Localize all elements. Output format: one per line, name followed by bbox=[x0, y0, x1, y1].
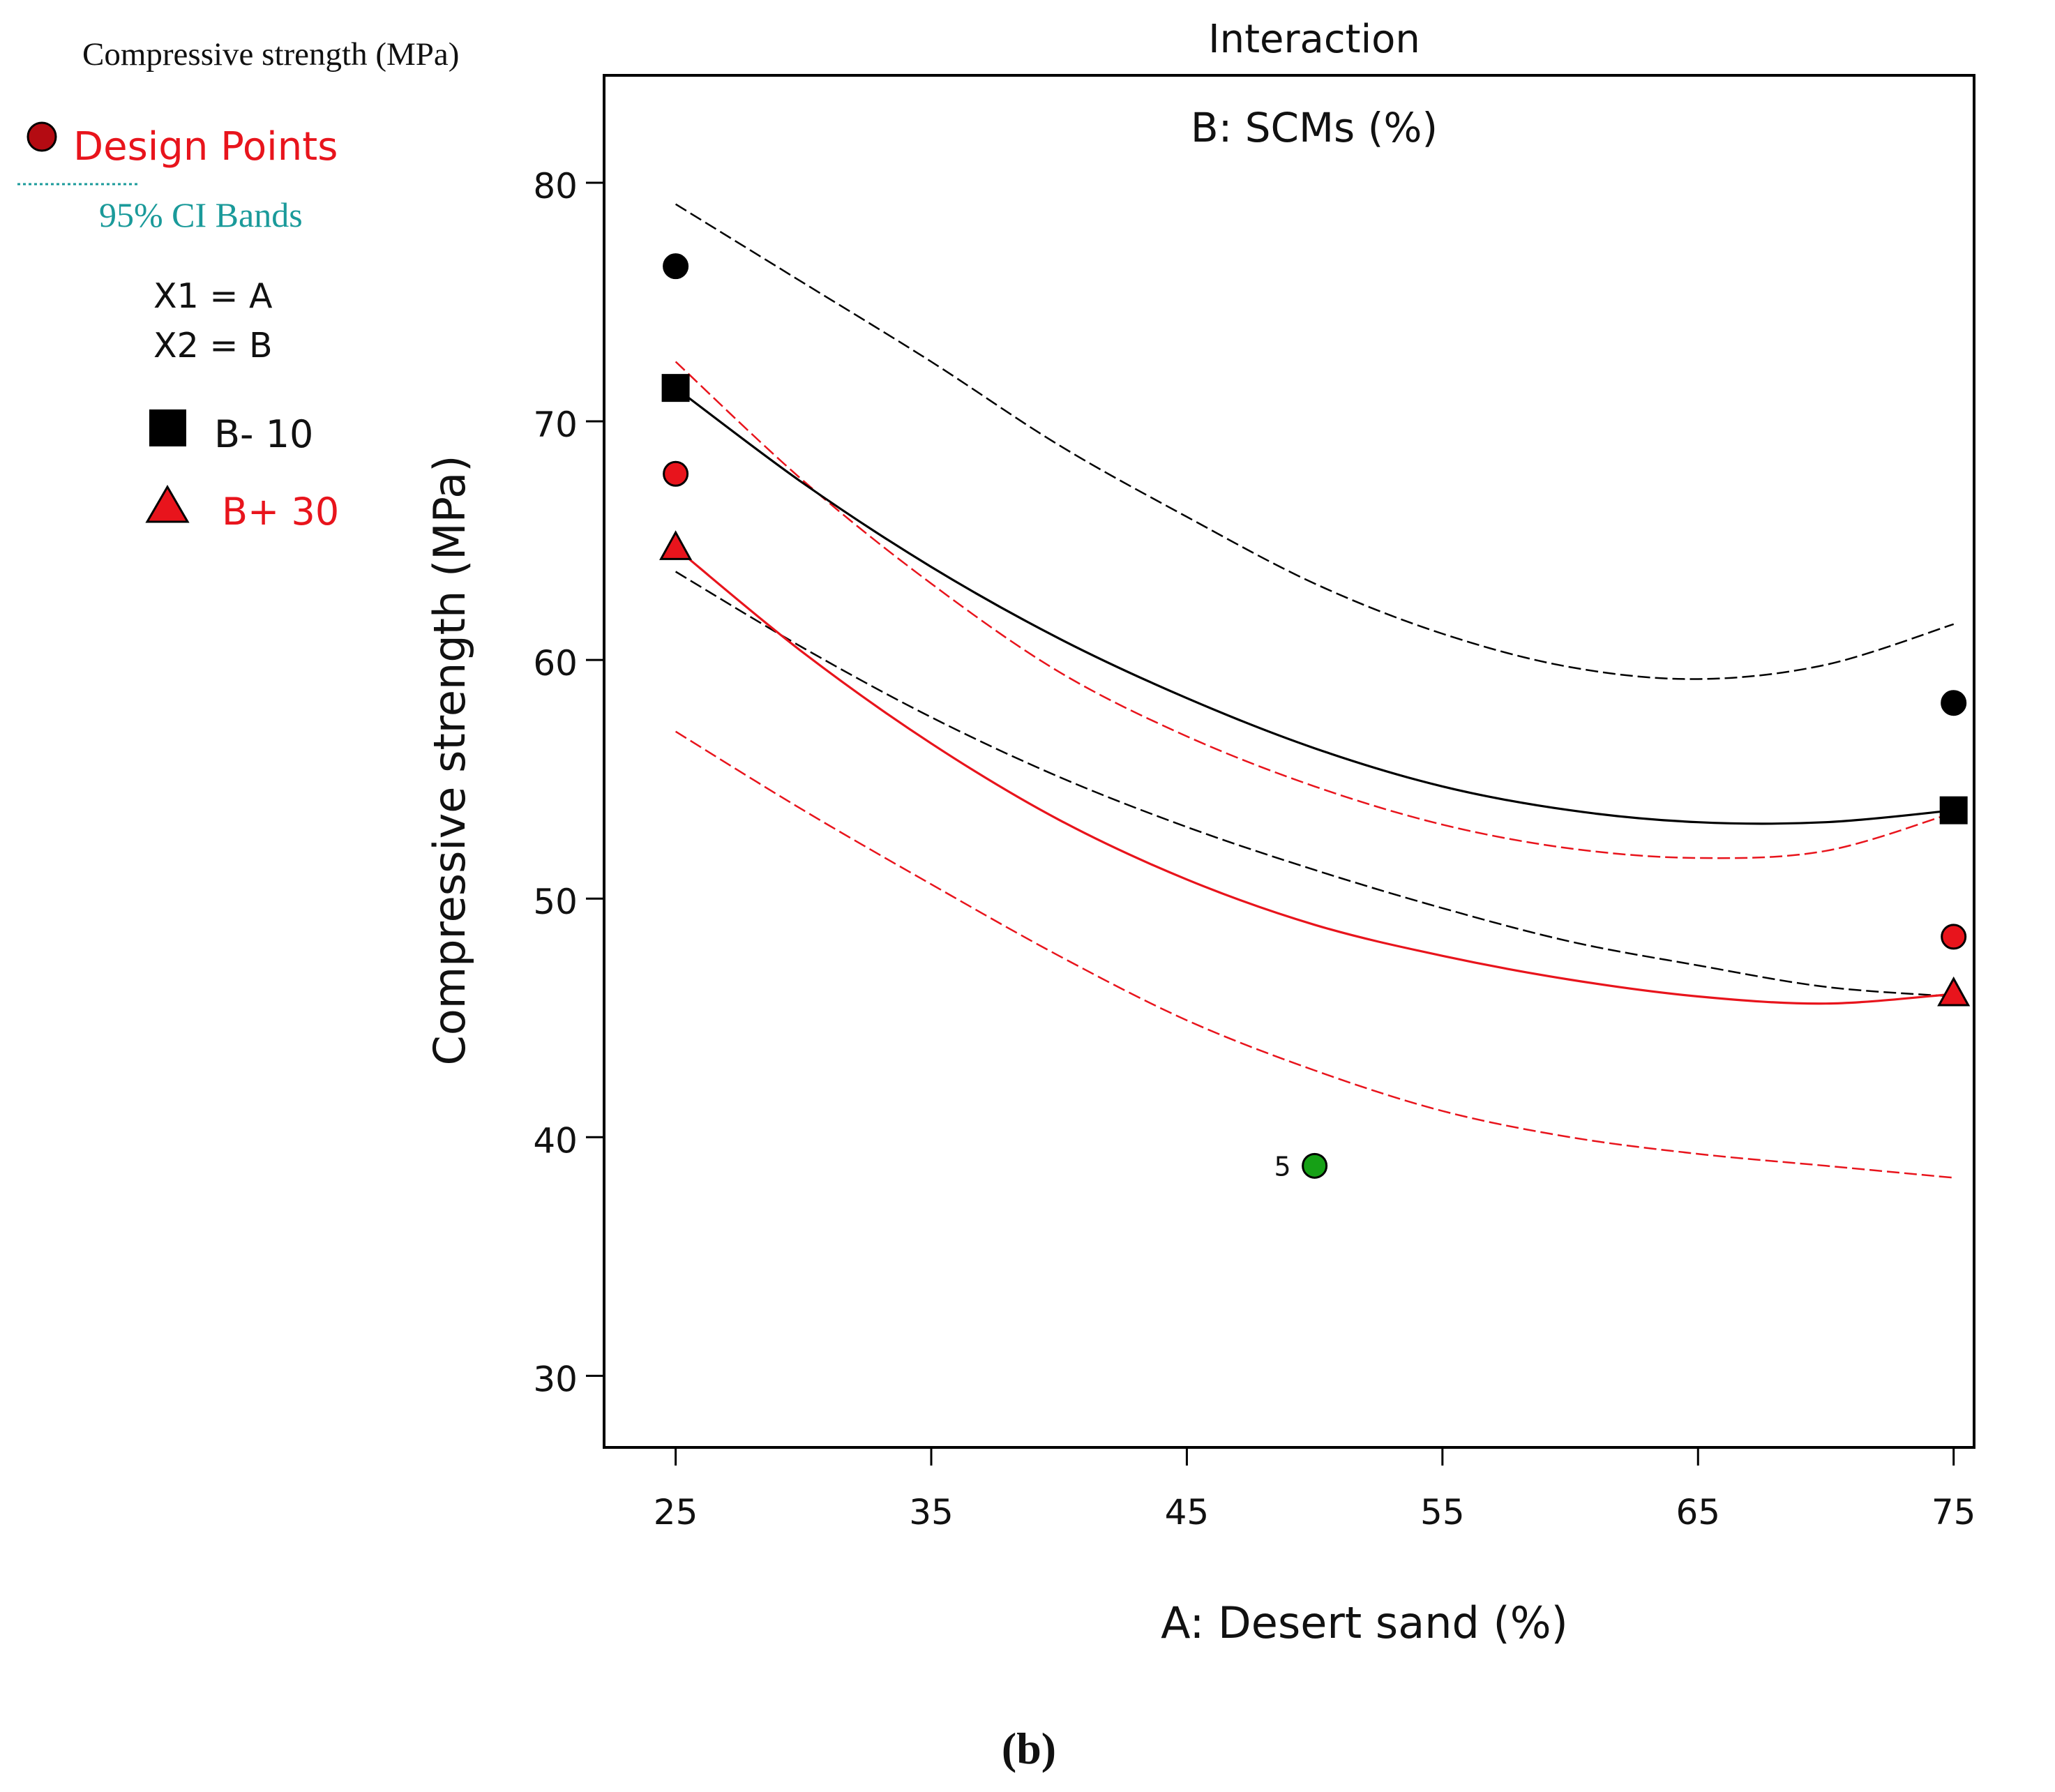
chart-title: Interaction bbox=[1208, 17, 1420, 62]
design-point-legend-icon bbox=[27, 121, 57, 152]
legend-response-title: Compressive strength (MPa) bbox=[82, 36, 459, 73]
x-tick-label: 25 bbox=[654, 1492, 698, 1533]
x-axis-label: A: Desert sand (%) bbox=[1161, 1597, 1568, 1648]
triangle-marker bbox=[659, 530, 693, 560]
series-line bbox=[675, 386, 1954, 825]
y-tick-label: 80 bbox=[533, 166, 578, 206]
ci-lower-band bbox=[675, 730, 1954, 1179]
y-axis-label: Compressive strength (MPa) bbox=[424, 455, 475, 1066]
ci-bands bbox=[675, 203, 1955, 1179]
triangle-marker bbox=[1937, 976, 1971, 1007]
triangle-marker-legend-icon bbox=[145, 485, 190, 523]
x-tick-label: 45 bbox=[1165, 1492, 1210, 1533]
x-tick-label: 75 bbox=[1932, 1492, 1976, 1533]
design-point-label: 5 bbox=[1274, 1151, 1290, 1182]
design-point bbox=[1941, 924, 1967, 950]
legend-x1-label: X1 = A bbox=[153, 276, 273, 316]
square-marker bbox=[661, 374, 690, 402]
plot-area-frame bbox=[603, 74, 1975, 1449]
square-marker bbox=[1939, 796, 1968, 825]
design-point bbox=[1302, 1152, 1328, 1179]
legend-series-low-label: B- 10 bbox=[214, 412, 313, 456]
legend-x2-label: X2 = B bbox=[153, 326, 273, 366]
series-markers bbox=[659, 374, 1971, 1007]
design-point bbox=[663, 460, 689, 487]
y-tick-label: 40 bbox=[533, 1120, 578, 1161]
legend-design-points-label: Design Points bbox=[73, 124, 338, 170]
y-tick-label: 50 bbox=[533, 882, 578, 922]
design-points: 5 bbox=[663, 253, 1967, 1182]
legend-series-high-label: B+ 30 bbox=[222, 490, 339, 534]
legend-ci-label: 95% CI Bands bbox=[99, 195, 303, 234]
x-tick-label: 55 bbox=[1420, 1492, 1465, 1533]
chart-subtitle: B: SCMs (%) bbox=[1191, 104, 1438, 151]
ci-upper-band bbox=[675, 361, 1955, 859]
y-tick-label: 30 bbox=[533, 1359, 578, 1399]
square-marker-legend-icon bbox=[149, 409, 186, 446]
design-point bbox=[663, 253, 689, 280]
series-line bbox=[675, 547, 1954, 1005]
series-lines bbox=[675, 386, 1954, 1005]
ci-upper-band bbox=[675, 203, 1955, 680]
y-tick-label: 70 bbox=[533, 405, 578, 445]
ci-lower-band bbox=[675, 571, 1954, 997]
axis-ticks: 25 35 45 55 65 75 30 40 50 60 70 80 bbox=[533, 166, 1975, 1533]
x-tick-label: 35 bbox=[909, 1492, 954, 1533]
figure-label: (b) bbox=[1002, 1724, 1056, 1773]
legend: Compressive strength (MPa) Design Points… bbox=[17, 36, 459, 534]
x-tick-label: 65 bbox=[1676, 1492, 1720, 1533]
design-point bbox=[1941, 690, 1967, 716]
y-tick-label: 60 bbox=[533, 643, 578, 684]
